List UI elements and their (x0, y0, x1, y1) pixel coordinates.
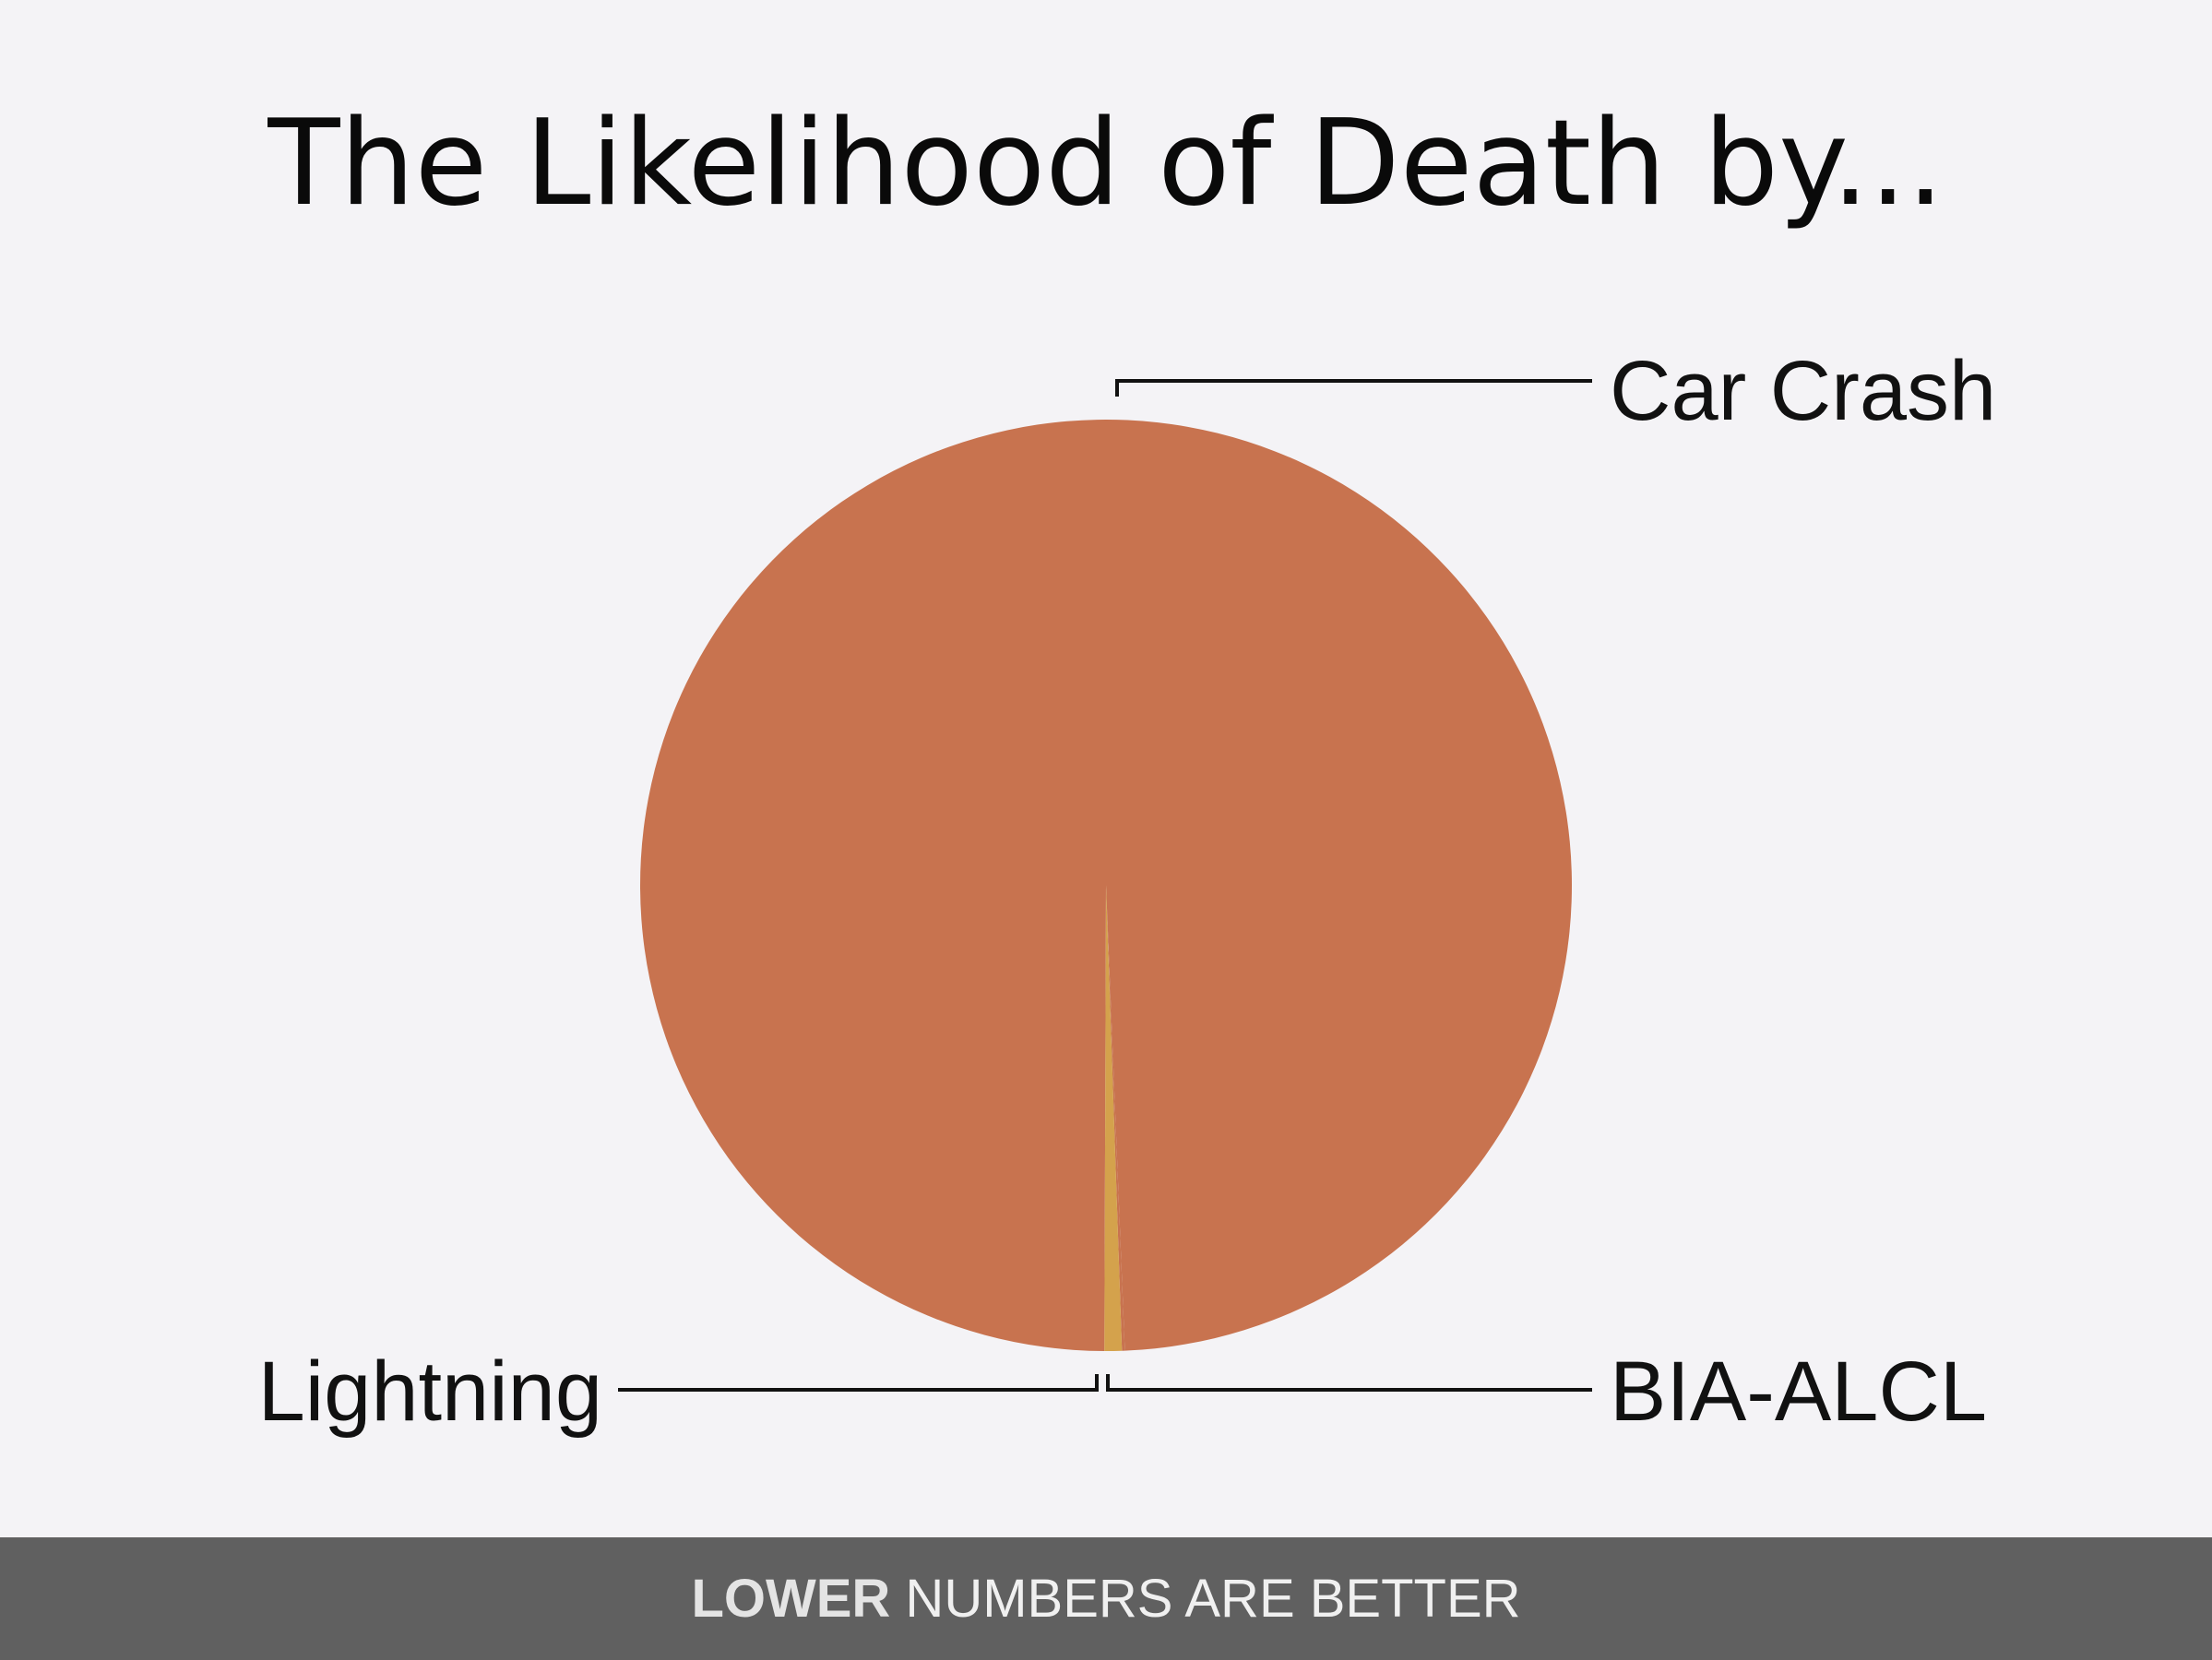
pie-slice-bia-alcl (1106, 885, 1125, 1351)
footer-banner: LOWER NUMBERS ARE BETTER (0, 1537, 2212, 1660)
leader-lines (618, 379, 1592, 1392)
slice-labels: Car Crash Lightning BIA-ALCL (258, 344, 1997, 1439)
pie-slice-lightning (1104, 885, 1123, 1351)
chart-title: The Likelihood of Death by... (268, 95, 1944, 232)
leader-line-lightning (618, 1374, 1099, 1392)
pie-slices (640, 420, 1573, 1351)
footer-emphasis: LOWER (691, 1569, 891, 1629)
leader-line-bia-alcl (1106, 1374, 1592, 1392)
footer-text: NUMBERS ARE BETTER (890, 1569, 1521, 1629)
slice-label-car-crash: Car Crash (1610, 344, 1996, 438)
slice-label-bia-alcl: BIA-ALCL (1610, 1345, 1987, 1439)
leader-line-car-crash (1115, 379, 1592, 397)
pie-slice-car-crash (640, 420, 1573, 1351)
slice-label-lightning: Lightning (258, 1345, 602, 1439)
